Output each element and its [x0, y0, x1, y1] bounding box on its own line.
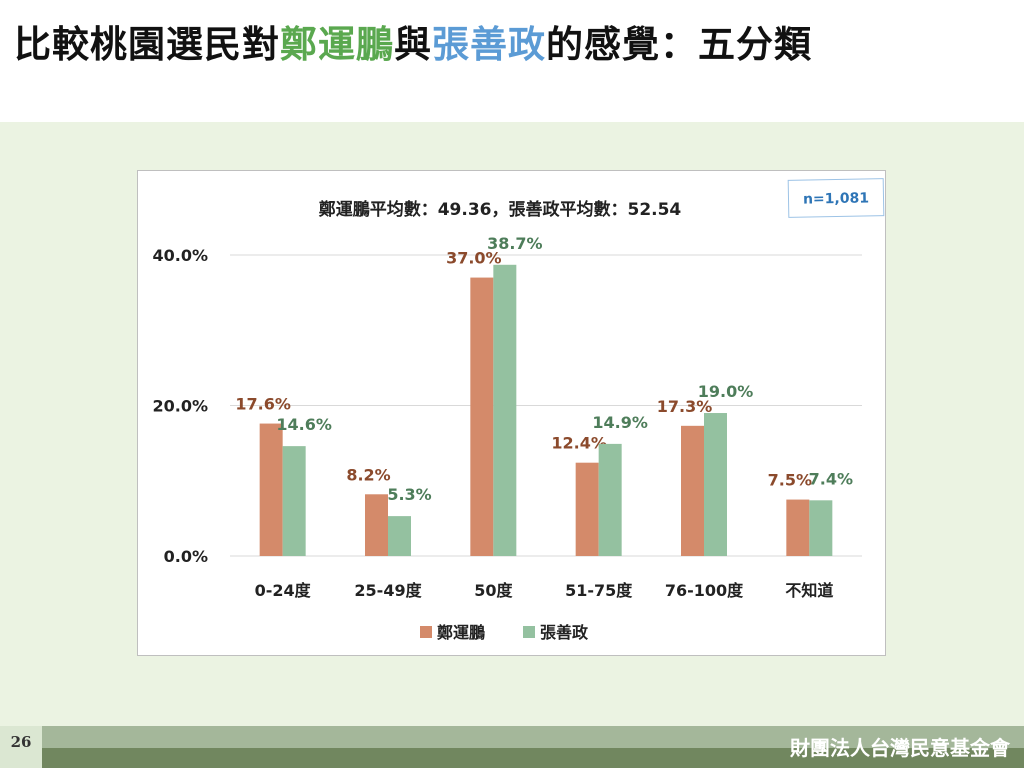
data-label-series-1: 37.0%	[446, 249, 502, 268]
sample-size-note: n=1,081	[787, 178, 885, 218]
legend-swatch	[420, 626, 432, 638]
footer-bar	[0, 748, 1024, 768]
bar-series-1	[786, 499, 810, 556]
y-tick-label: 0.0%	[164, 547, 208, 566]
slide-title: 比較桃園選民對鄭運鵬與張善政的感覺：五分類	[14, 14, 812, 68]
data-label-series-1: 7.5%	[768, 471, 812, 490]
x-tick-label: 51-75度	[565, 581, 633, 600]
bar-series-1	[681, 425, 704, 556]
bar-series-1	[575, 462, 599, 556]
x-tick-label: 不知道	[785, 581, 833, 600]
bar-series-2	[493, 264, 517, 556]
x-tick-label: 50度	[474, 581, 513, 600]
legend-label: 鄭運鵬	[437, 623, 485, 642]
x-tick-label: 25-49度	[354, 581, 422, 600]
chart-container: 鄭運鵬平均數：49.36，張善政平均數：52.54 0.0% 20.0% 40.0% 1…	[137, 170, 886, 656]
data-label-series-2: 38.7%	[487, 234, 543, 253]
title-suffix: 的感覺：五分類	[546, 23, 812, 66]
title-candidate-1: 鄭運鵬	[280, 23, 394, 66]
data-label-series-2: 14.6%	[276, 415, 332, 434]
bar-chart: 鄭運鵬平均數：49.36，張善政平均數：52.54 0.0% 20.0% 40.0% 1…	[152, 199, 862, 642]
bar-series-2	[598, 443, 622, 556]
bar-series-1	[259, 423, 283, 556]
bar-series-1	[470, 277, 494, 556]
bar-series-1	[365, 494, 388, 556]
data-label-series-2: 19.0%	[698, 382, 754, 401]
bar-series-2	[809, 500, 833, 556]
legend-label: 張善政	[540, 623, 589, 642]
title-conjunction: 與	[394, 23, 432, 66]
y-tick-label: 40.0%	[152, 246, 208, 265]
data-label-series-1: 17.6%	[235, 395, 291, 414]
organization-name: 財團法人台灣民意基金會	[790, 736, 1010, 760]
bar-series-2	[704, 413, 727, 556]
data-label-series-2: 7.4%	[809, 469, 853, 488]
legend-swatch	[523, 626, 535, 638]
data-label-series-1: 17.3%	[657, 397, 713, 416]
data-label-series-2: 14.9%	[592, 413, 648, 432]
page-number-tab	[0, 726, 42, 768]
data-label-series-2: 5.3%	[387, 485, 431, 504]
data-label-series-1: 8.2%	[346, 465, 390, 484]
chart-title: 鄭運鵬平均數：49.36，張善政平均數：52.54	[319, 199, 682, 220]
y-tick-label: 20.0%	[152, 397, 208, 416]
x-tick-label: 76-100度	[665, 581, 744, 600]
data-label-series-1: 12.4%	[551, 434, 607, 453]
footer-band	[0, 726, 1024, 748]
title-candidate-2: 張善政	[432, 23, 546, 66]
page-number: 26	[10, 733, 32, 751]
bar-series-2	[388, 516, 411, 556]
x-tick-label: 0-24度	[255, 581, 312, 600]
title-prefix: 比較桃園選民對	[14, 23, 280, 66]
bar-series-2	[282, 446, 306, 556]
